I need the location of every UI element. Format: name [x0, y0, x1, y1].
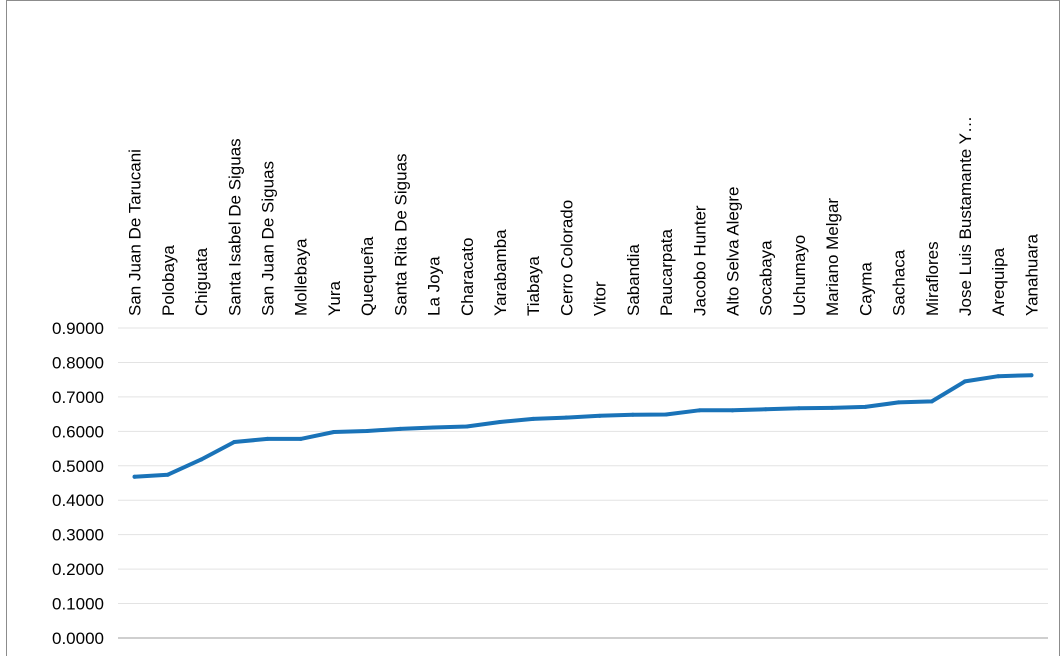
data-point: [597, 413, 602, 418]
x-category-label: Sabandia: [624, 244, 643, 316]
x-category-label: Polobaya: [159, 245, 178, 316]
data-point: [996, 374, 1001, 379]
x-category-label: Jacobo Hunter: [690, 205, 709, 316]
x-category-label: Jose Luis Bustamante Y…: [956, 116, 975, 316]
x-axis-category-labels: San Juan De Tarucani Polobaya Chiguata Sant…: [126, 116, 1042, 316]
data-point: [929, 399, 934, 404]
x-category-label: Santa Isabel De Siguas: [225, 138, 244, 316]
x-category-label: Chiguata: [192, 247, 211, 316]
y-tick-label: 0.4000: [52, 491, 104, 510]
data-point: [265, 436, 270, 441]
y-tick-label: 0.9000: [52, 319, 104, 338]
y-tick-label: 0.6000: [52, 422, 104, 441]
data-point: [531, 416, 536, 421]
y-tick-label: 0.1000: [52, 595, 104, 614]
x-category-label: Yarabamba: [491, 229, 510, 316]
x-category-label: Mollebaya: [292, 238, 311, 316]
x-category-label: Cayma: [856, 262, 875, 316]
data-point: [896, 400, 901, 405]
x-category-label: Tiabaya: [524, 256, 543, 316]
x-category-label: Yanahuara: [1022, 234, 1041, 316]
x-category-label: Characato: [458, 238, 477, 316]
y-tick-label: 0.7000: [52, 388, 104, 407]
data-point: [199, 457, 204, 462]
y-tick-label: 0.3000: [52, 526, 104, 545]
x-category-label: Mariano Melgar: [823, 198, 842, 316]
data-point: [165, 472, 170, 477]
data-point: [431, 425, 436, 430]
y-tick-label: 0.0000: [52, 629, 104, 648]
data-point: [331, 430, 336, 435]
x-category-label: La Joya: [425, 256, 444, 316]
data-point: [464, 424, 469, 429]
data-point: [664, 412, 669, 417]
x-category-label: Cerro Colorado: [557, 200, 576, 316]
x-category-label: Socabaya: [757, 240, 776, 316]
x-category-label: Arequipa: [989, 247, 1008, 316]
x-category-label: Santa Rita De Siguas: [391, 153, 410, 316]
x-category-label: Vitor: [591, 281, 610, 316]
data-point: [830, 405, 835, 410]
x-category-label: Miraflores: [923, 241, 942, 316]
x-category-label: Quequeña: [358, 236, 377, 316]
data-point: [863, 404, 868, 409]
y-axis-tick-labels: 0.0000 0.1000 0.2000 0.3000 0.4000 0.5000 0.60…: [52, 319, 104, 648]
x-category-label: Paucarpata: [657, 229, 676, 316]
x-category-label: San Juan De Tarucani: [126, 149, 145, 316]
x-category-label: Sachaca: [890, 249, 909, 316]
x-category-label: Alto Selva Alegre: [723, 187, 742, 316]
series-line: [132, 373, 1034, 479]
data-point: [796, 406, 801, 411]
x-category-label: Yura: [325, 280, 344, 316]
x-category-label: San Juan De Siguas: [258, 161, 277, 316]
data-point: [763, 407, 768, 412]
data-point: [730, 408, 735, 413]
y-tick-label: 0.5000: [52, 457, 104, 476]
data-point: [365, 428, 370, 433]
data-point: [132, 474, 137, 479]
y-tick-label: 0.2000: [52, 560, 104, 579]
data-point: [564, 415, 569, 420]
data-point: [630, 412, 635, 417]
y-tick-label: 0.8000: [52, 353, 104, 372]
data-point: [298, 436, 303, 441]
data-point: [697, 408, 702, 413]
chart-border: [6, 0, 1060, 656]
data-point: [497, 420, 502, 425]
data-point: [398, 426, 403, 431]
series-lines: [132, 373, 1034, 479]
x-category-label: Uchumayo: [790, 235, 809, 316]
data-point: [962, 379, 967, 384]
data-point: [232, 440, 237, 445]
gridlines: [118, 327, 1048, 639]
data-point: [1029, 373, 1034, 378]
